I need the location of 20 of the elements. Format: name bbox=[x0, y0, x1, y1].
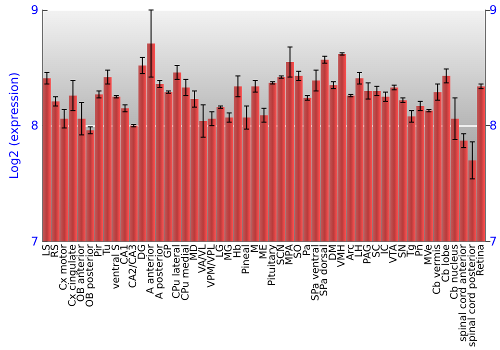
x-tick-label: DG bbox=[136, 244, 148, 260]
x-tick-label: spinal cord posterior bbox=[466, 243, 478, 348]
x-tick-label: Hb bbox=[232, 244, 244, 258]
y-tick-label: 8 bbox=[30, 118, 39, 133]
y2-tick-label: 9 bbox=[489, 3, 498, 17]
x-tick-label: Pituitary bbox=[267, 244, 278, 286]
y2-tick-label: 8 bbox=[489, 118, 498, 133]
x-tick-label: Cb lobe bbox=[440, 244, 452, 282]
x-tick-label: Pa bbox=[302, 244, 313, 256]
x-tick-label: OB posterior bbox=[84, 243, 96, 308]
x-tick-label: Retina bbox=[476, 244, 487, 276]
y2-tick-label: 7 bbox=[489, 234, 498, 248]
x-tick-label: GP bbox=[162, 244, 174, 258]
y-axis-title: Log2 (expression) bbox=[7, 72, 21, 180]
x-tick-label: ME bbox=[258, 244, 270, 260]
y-tick-label: 9 bbox=[30, 3, 39, 17]
x-tick-label: A posterior bbox=[154, 243, 166, 300]
x-tick-label: Tg bbox=[406, 244, 418, 258]
y-tick-label: 7 bbox=[30, 234, 39, 248]
x-tick-label: MVe bbox=[423, 244, 434, 266]
